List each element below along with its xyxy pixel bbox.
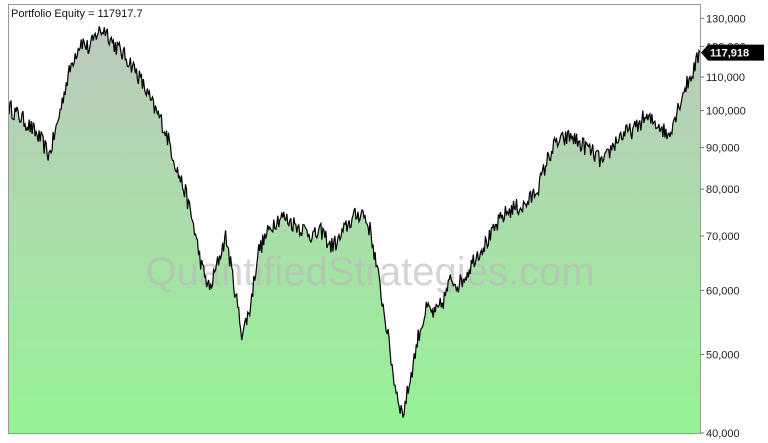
y-tick-label: 130,000 [706,13,746,25]
y-tick-label: 90,000 [706,143,740,155]
y-tick-label: 110,000 [706,72,745,84]
equity-line [9,26,700,418]
last-value-label: 117,918 [710,48,749,60]
y-tick-label: 80,000 [706,184,740,196]
y-tick-label: 70,000 [706,231,740,243]
chart-title: Portfolio Equity = 117917.7 [11,8,143,20]
last-value-badge [701,44,764,61]
y-tick-label: 50,000 [706,350,740,362]
y-tick-label: 60,000 [706,285,740,297]
watermark-text: QuantifiedStrategies.com [145,250,594,294]
equity-area-fill [9,26,700,433]
y-tick-label: 40,000 [706,428,740,440]
y-tick-label: 100,000 [706,106,746,118]
